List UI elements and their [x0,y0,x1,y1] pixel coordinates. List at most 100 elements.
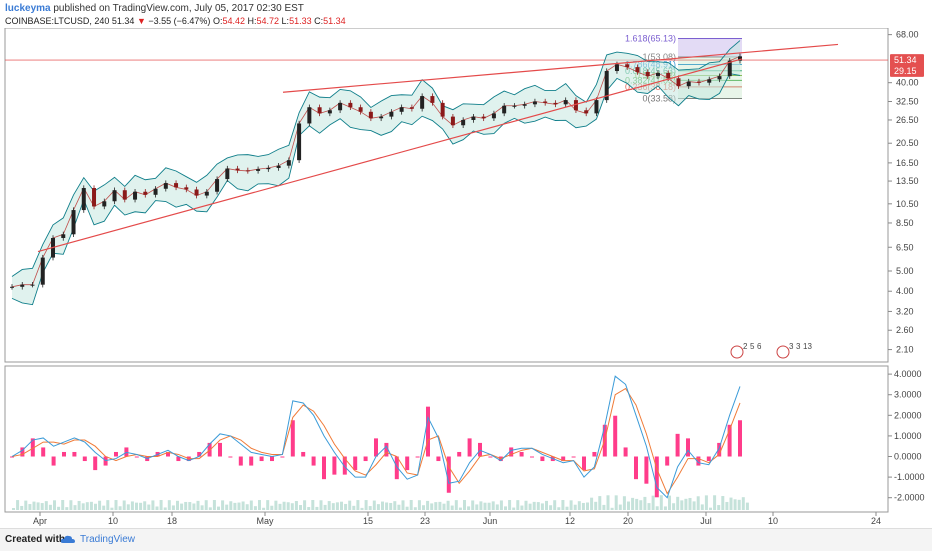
volume-bar [258,500,261,510]
volume-bar [286,502,290,510]
macd-histogram-bar [717,442,722,457]
candle-body [225,168,230,180]
candle-body [399,107,404,112]
volume-bar [176,500,179,510]
volume-bar [249,500,253,510]
volume-bar [237,502,241,510]
macd-histogram-bar [457,451,462,457]
event-count: 3 [796,342,801,351]
chart-canvas[interactable]: 1.618(65.13)1(53.08)0.786(48.91)0.618(45… [0,28,932,528]
volume-bar [397,504,401,510]
candle-body [215,179,220,192]
macd-tick-label: 4.0000 [894,369,922,379]
volume-bar [225,504,229,510]
volume-bar [659,495,663,510]
price-tick-label: 4.00 [896,286,914,296]
event-markers[interactable]: 2 5 6 3 3 13 [730,342,812,359]
macd-histogram-bar [238,456,243,466]
volume-bar [69,500,73,510]
down-arrow-icon: ▼ [136,16,146,26]
volume-bar [446,500,450,510]
upper-trendline [282,43,839,93]
macd-histogram-bar [509,447,514,457]
wedge-trendlines[interactable] [37,43,839,253]
volume-bar [438,501,442,510]
volume-bar [618,504,622,510]
volume-bar [454,500,458,510]
volume-bar [475,504,479,510]
price-tick-label: 2.60 [896,325,914,335]
candle-body [635,67,640,73]
macd-histogram-bar [114,451,118,457]
candle-body [379,116,384,119]
volume-bar [221,500,225,510]
macd-histogram-bar [363,456,368,462]
candle-body [10,286,14,288]
volume-bar [212,500,216,510]
volume-bar [40,503,44,510]
volume-bar [512,507,516,510]
publish-line: luckeyma published on TradingView.com, J… [5,3,304,14]
macd-histogram-bar [561,456,566,462]
event-count: 2 [743,342,748,351]
candle-body [297,123,302,161]
volume-bar [499,500,503,510]
time-tick-label: 23 [420,516,430,526]
macd-histogram-bar [706,456,711,462]
candle-body [696,81,701,83]
volume-bar [450,505,454,510]
macd-histogram-bar [436,456,441,462]
macd-histogram-bar [686,438,690,457]
macd-histogram-bar [675,433,680,457]
macd-histogram-bar [446,456,451,493]
macd-histogram-bar [384,442,389,457]
macd-histogram-bar [592,451,597,457]
bollinger-lower [11,73,741,306]
volume-bar [741,497,745,510]
volume-bar [139,502,143,510]
time-tick-label: 24 [871,516,881,526]
volume-bar [368,506,372,510]
time-tick-label: 12 [565,516,575,526]
price-tick-label: 16.50 [896,158,919,168]
volume-bar [299,505,302,510]
macd-histogram-bar [82,456,87,462]
volume-bar [385,502,389,510]
candle-body [553,102,558,105]
volume-bar [442,503,446,510]
volume-bar [180,503,184,510]
volume-bar [319,500,323,510]
volume-bar [622,496,626,510]
macd-histogram-bar [571,456,576,458]
low-value: 51.33 [289,16,312,26]
candle-body [604,71,609,101]
volume-bar [348,500,352,510]
volume-bar [167,500,171,510]
time-tick-label: May [256,516,274,526]
macd-histogram-bar [249,456,254,466]
candle-body [81,188,86,211]
price-label-text: 29.15 [894,66,917,76]
candle-body [461,119,466,126]
macd-tick-label: 0.0000 [894,452,922,462]
volume-bar [184,501,188,510]
volume-bar [565,506,569,510]
tradingview-brand[interactable]: TradingView [80,534,136,545]
macd-histogram-bar [41,447,46,457]
volume-bar [434,502,438,510]
macd-panel: 4.0000 3.0000 2.0000 1.0000 0.0000 -1.0000 -2.… [10,369,925,510]
event-count: 6 [757,342,762,351]
volume-bar [143,501,147,510]
volume-bar [389,502,393,510]
author-link[interactable]: luckeyma [5,3,51,14]
macd-histogram-bar [696,456,701,466]
price-tick-label: 6.50 [896,242,914,252]
volume-bar [53,500,56,510]
candle-body [666,73,671,79]
volume-bar [401,500,405,510]
volume-bar [85,502,89,510]
volume-bar [577,501,581,510]
price-tick-label: 20.50 [896,138,919,148]
volume-bar [463,500,466,510]
chart-header: luckeyma published on TradingView.com, J… [0,0,932,28]
